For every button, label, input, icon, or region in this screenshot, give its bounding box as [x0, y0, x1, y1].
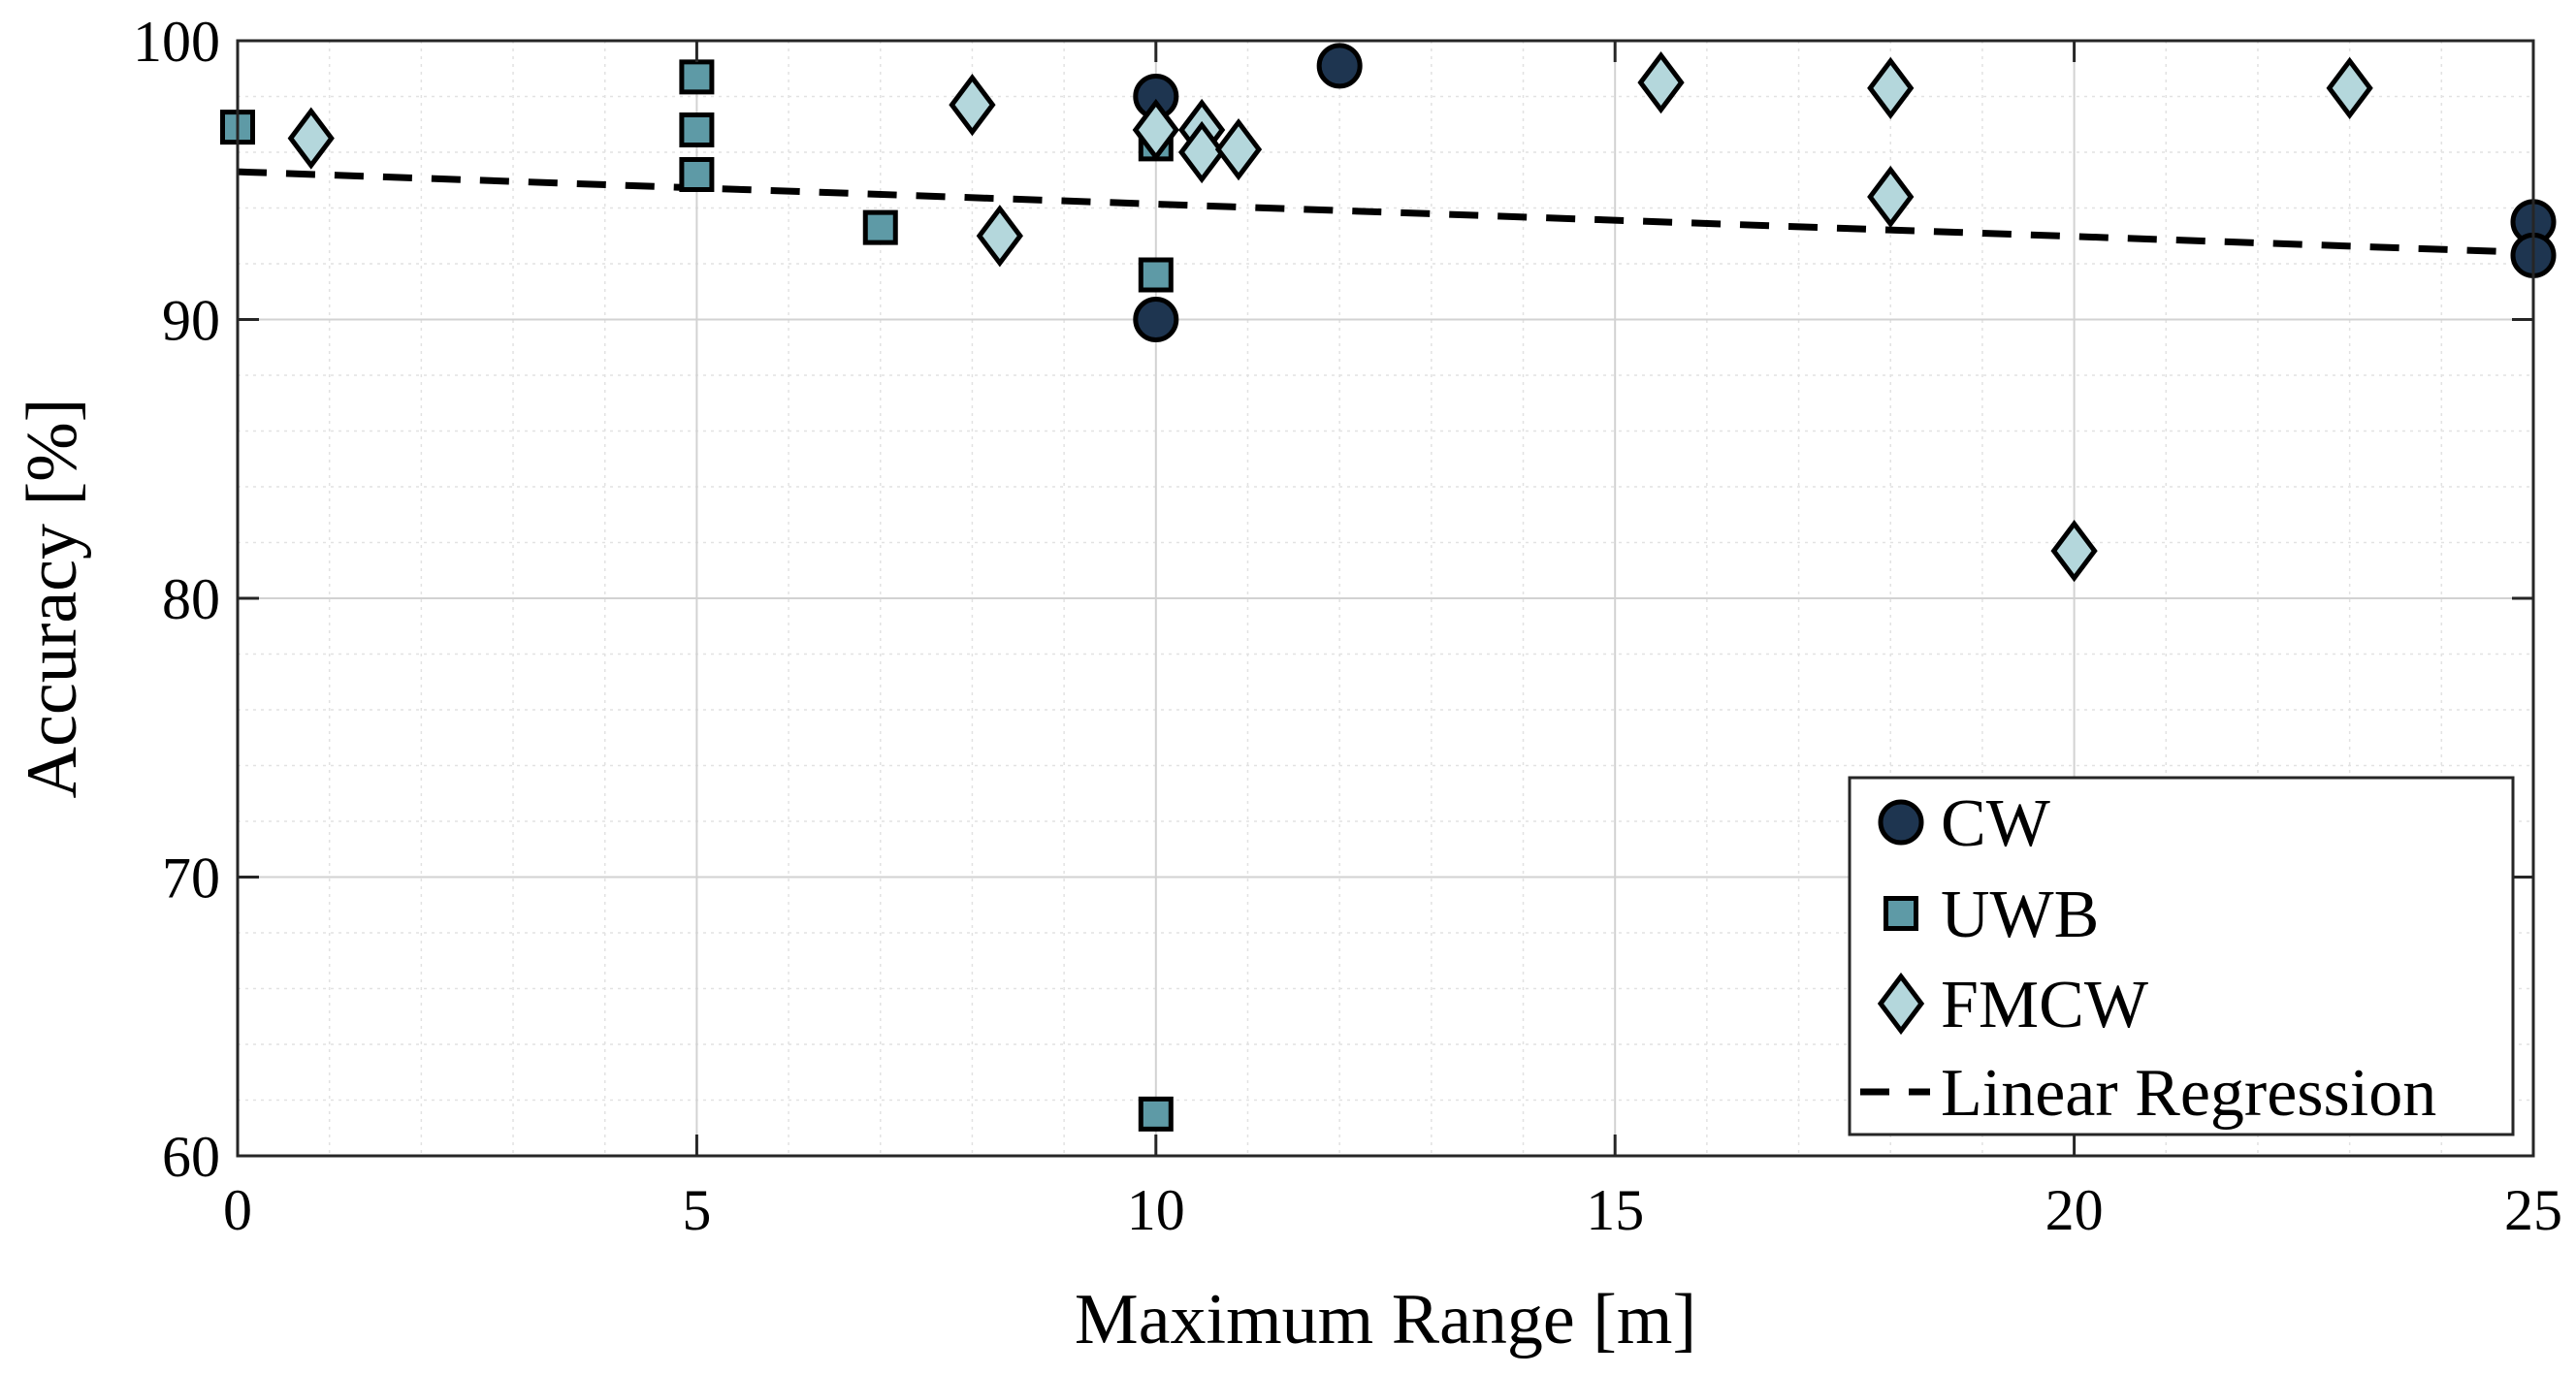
x-tick-label: 25	[2504, 1178, 2562, 1242]
y-tick-labels: 60 70 80 90 100	[133, 10, 220, 1189]
regression-line	[237, 168, 2534, 256]
uwb-point	[679, 157, 715, 192]
y-tick-label: 90	[162, 289, 220, 353]
legend-label: FMCW	[1941, 968, 2148, 1042]
fmcw-point	[2326, 56, 2373, 120]
cw-point	[1133, 297, 1179, 342]
x-tick-label: 15	[1586, 1178, 1644, 1242]
y-tick-label: 100	[133, 10, 220, 74]
fmcw-point	[976, 205, 1023, 268]
y-tick-label: 80	[162, 567, 220, 631]
fmcw-point	[1637, 50, 1685, 114]
y-axis-title: Accuracy [%]	[13, 399, 92, 799]
legend-cw-swatch	[1878, 799, 1924, 846]
x-tick-label: 5	[682, 1178, 711, 1242]
uwb-point	[679, 59, 715, 95]
x-axis-title: Maximum Range [m]	[1075, 1280, 1696, 1359]
fmcw-point	[1132, 98, 1179, 162]
legend-uwb-swatch	[1884, 896, 1918, 931]
x-tick-label: 20	[2045, 1178, 2104, 1242]
fmcw-point	[287, 107, 335, 170]
x-tick-label: 0	[223, 1178, 252, 1242]
legend: CW UWB FMCW Linear Regression	[1848, 776, 2515, 1136]
uwb-point	[1138, 1096, 1174, 1132]
cw-point	[1316, 43, 1363, 89]
fmcw-point	[1178, 120, 1226, 184]
uwb-point	[862, 209, 898, 245]
x-tick-label: 10	[1127, 1178, 1185, 1242]
uwb-point	[679, 112, 715, 147]
y-tick-label: 60	[162, 1125, 220, 1189]
legend-label: CW	[1941, 786, 2050, 861]
legend-fmcw-swatch	[1877, 972, 1925, 1036]
minor-grid	[238, 41, 2533, 1156]
fmcw-point	[1214, 117, 1263, 181]
axis-ticks	[236, 39, 2535, 1158]
fmcw-point	[1867, 165, 1915, 229]
legend-label: Linear Regression	[1941, 1056, 2436, 1131]
fmcw-point	[1867, 56, 1915, 120]
fmcw-point	[949, 73, 996, 137]
fmcw-point	[2050, 519, 2098, 583]
x-tick-labels: 0 5 10 15 20 25	[223, 1178, 2562, 1242]
y-tick-label: 70	[162, 847, 220, 911]
legend-box	[1848, 776, 2515, 1136]
regression-layer	[237, 168, 2534, 256]
uwb-point	[1138, 257, 1174, 293]
legend-label: UWB	[1941, 878, 2099, 952]
